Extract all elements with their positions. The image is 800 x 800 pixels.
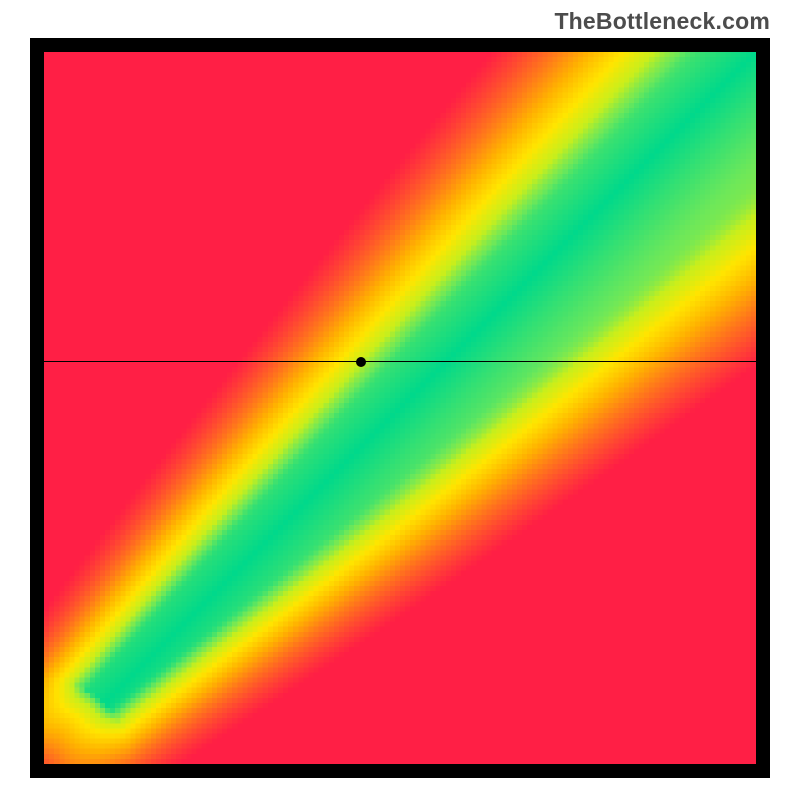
figure: TheBottleneck.com (0, 0, 800, 800)
heatmap-canvas (44, 52, 756, 764)
watermark-text: TheBottleneck.com (554, 8, 770, 35)
plot-area (44, 52, 756, 764)
